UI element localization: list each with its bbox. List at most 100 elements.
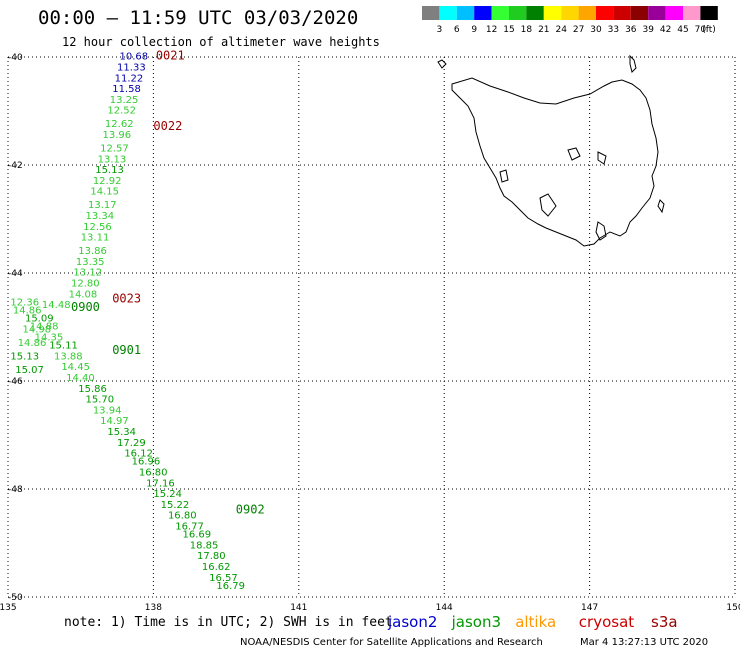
colorbar-label: 30 bbox=[590, 25, 602, 35]
swh-value-label: 14.45 bbox=[61, 362, 90, 373]
satellite-legend: jason2 jason3 altika cryosat s3a bbox=[387, 613, 678, 631]
swh-value-label: 15.07 bbox=[15, 365, 44, 376]
swh-value-label: 16.57 bbox=[209, 573, 238, 584]
swh-value-label: 14.15 bbox=[90, 187, 119, 198]
swh-value-label: 16.77 bbox=[175, 522, 204, 533]
colorbar-unit: (ft) bbox=[702, 25, 716, 35]
colorbar-label: 36 bbox=[625, 25, 637, 35]
swh-value-label: 16.79 bbox=[216, 581, 245, 592]
satellite-legend-item: jason3 bbox=[451, 613, 501, 631]
time-marker-label: 0900 bbox=[71, 300, 100, 314]
swh-value-label: 13.35 bbox=[76, 257, 105, 268]
swh-value-label: 15.86 bbox=[78, 384, 107, 395]
swh-value-label: 12.36 bbox=[10, 297, 39, 308]
swh-value-label: 15.70 bbox=[86, 395, 115, 406]
colorbar-swatch bbox=[648, 6, 666, 20]
colorbar-swatch bbox=[683, 6, 701, 20]
satellite-legend-item: jason2 bbox=[387, 613, 437, 631]
flinders-island-outline bbox=[629, 54, 637, 73]
latitude-label: -48 bbox=[8, 485, 23, 495]
swh-value-label: 15.11 bbox=[49, 341, 78, 352]
time-marker-label: 0901 bbox=[112, 343, 141, 357]
colorbar-label: 12 bbox=[486, 25, 497, 35]
swh-value-label: 13.17 bbox=[88, 200, 117, 211]
longitude-label: 141 bbox=[290, 603, 307, 613]
colorbar-swatch bbox=[665, 6, 683, 20]
map-subtitle: 12 hour collection of altimeter wave hei… bbox=[62, 35, 380, 49]
colorbar-label: 70 bbox=[695, 25, 707, 35]
colorbar-swatch bbox=[578, 6, 596, 20]
longitude-label: 135 bbox=[0, 603, 17, 613]
swh-value-label: 14.88 bbox=[30, 322, 59, 333]
longitude-label: 147 bbox=[581, 603, 598, 613]
colorbar-label: 24 bbox=[555, 25, 567, 35]
swh-value-label: 11.33 bbox=[117, 63, 146, 74]
longitude-label: 144 bbox=[436, 603, 453, 613]
colorbar-label: 42 bbox=[660, 25, 671, 35]
bruny-island-outline bbox=[595, 221, 607, 241]
swh-value-label: 15.13 bbox=[10, 351, 39, 362]
tasmania-mainland-outline bbox=[451, 77, 659, 247]
swh-value-label: 13.86 bbox=[78, 246, 107, 257]
time-marker-label: 0902 bbox=[236, 502, 265, 516]
swh-value-label: 16.69 bbox=[182, 530, 211, 541]
swh-value-label: 10.68 bbox=[119, 52, 148, 63]
time-marker-label: 0022 bbox=[153, 119, 182, 133]
swh-value-label: 14.08 bbox=[69, 289, 98, 300]
swh-value-label: 12.57 bbox=[100, 144, 129, 155]
swh-value-label: 14.40 bbox=[66, 373, 95, 384]
swh-value-label: 12.52 bbox=[107, 106, 136, 117]
colorbar-swatch bbox=[509, 6, 527, 20]
satellite-legend-item: altika bbox=[515, 613, 556, 631]
swh-value-label: 16.80 bbox=[139, 468, 168, 479]
colorbar-swatch bbox=[561, 6, 579, 20]
colorbar-swatch bbox=[526, 6, 544, 20]
swh-value-label: 16.80 bbox=[168, 511, 197, 522]
colorbar-label: 9 bbox=[471, 25, 477, 35]
swh-value-label: 14.98 bbox=[23, 324, 52, 335]
longitude-label: 138 bbox=[145, 603, 162, 613]
lake-outline bbox=[539, 193, 557, 217]
swh-value-label: 11.22 bbox=[115, 73, 144, 84]
swh-value-label: 14.86 bbox=[18, 338, 47, 349]
swh-value-label: 15.34 bbox=[107, 427, 136, 438]
lat-lon-grid: 135 138 141 144 147 150 -40 -42 -44 -46 -48 -50 bbox=[0, 53, 740, 613]
swh-value-label: 14.86 bbox=[13, 306, 42, 317]
time-markers: 0021 0022 0023 0900 0901 0902 bbox=[71, 49, 265, 517]
swh-value-label: 13.88 bbox=[54, 351, 83, 362]
lake-outline bbox=[567, 147, 581, 161]
colorbar-swatch bbox=[613, 6, 631, 20]
swh-value-label: 14.35 bbox=[35, 333, 64, 344]
swh-value-label: 13.94 bbox=[93, 405, 122, 416]
color-scale-legend: 3 6 9 12 15 18 21 24 27 30 33 36 39 42 45 70(ft) bbox=[422, 6, 718, 35]
time-marker-label: 0021 bbox=[156, 49, 185, 63]
satellite-legend-item: cryosat bbox=[579, 613, 634, 631]
colorbar-label: 27 bbox=[573, 25, 584, 35]
latitude-label: -46 bbox=[8, 377, 23, 387]
colorbar-swatch bbox=[700, 6, 718, 20]
swh-value-label: 12.62 bbox=[105, 119, 134, 130]
time-marker-label: 0023 bbox=[112, 292, 141, 306]
colorbar-swatch bbox=[422, 6, 440, 20]
footer-timestamp: Mar 4 13:27:13 UTC 2020 bbox=[580, 637, 708, 648]
tasmania-coastline bbox=[437, 54, 665, 247]
latitude-label: -42 bbox=[8, 161, 23, 171]
swh-value-label: 17.29 bbox=[117, 438, 146, 449]
colorbar-label: 33 bbox=[608, 25, 619, 35]
colorbar-label: 18 bbox=[521, 25, 533, 35]
swh-value-label: 13.11 bbox=[81, 233, 110, 244]
colorbar-swatch bbox=[543, 6, 562, 20]
swh-value-label: 16.96 bbox=[132, 457, 161, 468]
swh-value-label: 12.92 bbox=[93, 176, 122, 187]
swh-value-label: 16.62 bbox=[202, 562, 231, 573]
latitude-label: -40 bbox=[8, 53, 23, 63]
colorbar-label: 6 bbox=[454, 25, 460, 35]
swh-value-label: 13.34 bbox=[86, 211, 115, 222]
swh-value-label: 13.96 bbox=[103, 130, 132, 141]
maria-island-outline bbox=[657, 199, 665, 214]
colorbar-label: 39 bbox=[642, 25, 654, 35]
latitude-label: -50 bbox=[8, 593, 23, 603]
map-title: 00:00 – 11:59 UTC 03/03/2020 bbox=[38, 7, 358, 29]
